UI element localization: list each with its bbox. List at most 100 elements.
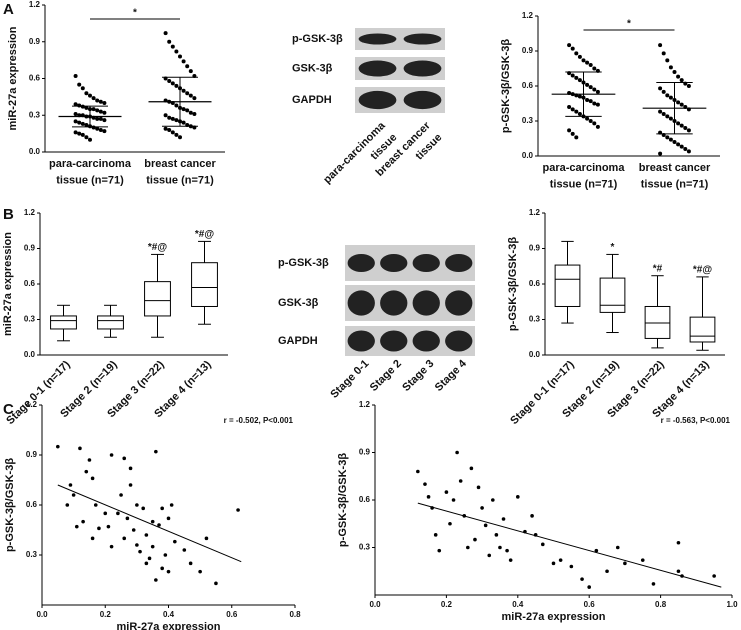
point: [141, 506, 145, 511]
y-tick-label: 0.9: [522, 46, 534, 55]
dot: [577, 112, 582, 116]
dot: [73, 112, 78, 117]
point: [103, 511, 108, 516]
dot: [676, 121, 681, 126]
x-axis-title: miR-27a expression: [117, 621, 221, 630]
fit-line: [57, 484, 242, 563]
dot: [181, 120, 186, 125]
dot: [185, 91, 190, 96]
dot: [170, 81, 175, 86]
dot: [178, 135, 182, 140]
dot: [683, 126, 688, 130]
dot: [592, 101, 597, 106]
point: [491, 498, 495, 502]
blot-band: [347, 330, 375, 352]
annotation: r = -0.563, P<0.001: [661, 416, 731, 425]
significance-label: *: [627, 19, 631, 30]
dot: [567, 43, 572, 48]
dot: [167, 115, 172, 120]
dot: [181, 88, 186, 93]
dot: [98, 127, 103, 132]
point: [116, 511, 120, 516]
dot: [80, 121, 85, 126]
point: [182, 548, 187, 552]
dot: [73, 102, 78, 107]
point: [558, 558, 563, 562]
blot-band: [403, 60, 442, 77]
point: [451, 498, 456, 502]
x-tick-label: 0.4: [163, 610, 175, 619]
dot: [192, 96, 197, 101]
dot: [672, 70, 677, 74]
dot: [570, 131, 575, 136]
y-axis-title: miR-27a expression: [7, 26, 19, 130]
y-tick-label: 0.6: [529, 279, 541, 288]
point: [154, 449, 158, 454]
dot: [567, 105, 572, 109]
y-tick-label: 1.2: [29, 0, 41, 9]
y-tick-label: 0.3: [359, 543, 371, 552]
dot: [73, 130, 78, 135]
dot: [665, 114, 670, 119]
dot: [95, 108, 100, 113]
dot: [686, 149, 691, 154]
point: [426, 495, 431, 499]
dot: [174, 83, 179, 88]
point: [448, 521, 452, 526]
box: [689, 316, 716, 343]
box: [644, 305, 671, 339]
dot: [95, 126, 100, 131]
dot: [80, 104, 85, 109]
point: [508, 558, 513, 562]
point: [423, 482, 427, 486]
dot: [73, 74, 78, 79]
point: [458, 479, 463, 483]
y-tick-label: 1.2: [529, 208, 541, 217]
blot-band: [403, 90, 442, 110]
y-tick-label: 0.9: [359, 448, 371, 457]
blot-band: [380, 254, 408, 272]
dot: [679, 102, 684, 107]
dot: [77, 103, 82, 108]
point: [84, 469, 89, 474]
point: [516, 495, 520, 499]
y-axis-title: p-GSK-3β/GSK-3β: [337, 453, 349, 547]
point: [56, 444, 60, 449]
dot: [592, 66, 597, 71]
point: [444, 490, 449, 494]
panel-label: B: [3, 206, 14, 223]
dot: [95, 98, 100, 103]
dot: [102, 110, 107, 115]
dot: [658, 151, 663, 156]
blot-row-label: GSK-3β: [292, 62, 333, 74]
box: [191, 262, 218, 307]
dot: [595, 124, 600, 129]
point: [163, 553, 168, 557]
dot: [574, 135, 579, 140]
dot: [178, 54, 182, 59]
point: [160, 566, 164, 571]
dot: [592, 121, 597, 126]
point: [476, 485, 481, 490]
dot: [73, 119, 78, 124]
y-tick-label: 0.9: [24, 244, 36, 253]
dot: [174, 49, 179, 54]
dot: [95, 116, 100, 121]
point: [569, 564, 574, 569]
dot: [676, 74, 681, 79]
significance-label: *: [133, 8, 137, 19]
dot: [170, 116, 175, 121]
box: [144, 281, 171, 317]
dot: [581, 58, 586, 63]
annotation: *#: [653, 263, 663, 274]
dot: [84, 135, 89, 140]
dot: [567, 128, 572, 133]
dot: [665, 93, 670, 98]
dot: [88, 93, 92, 98]
y-tick-label: 0.0: [29, 147, 41, 156]
point: [712, 574, 716, 578]
x-tick-label: 0.0: [369, 600, 381, 609]
y-axis-title: p-GSK-3β/GSK-3β: [507, 237, 519, 331]
x-tick-label: para-carcinoma tissue (n=71): [49, 158, 132, 187]
dot: [574, 51, 579, 56]
